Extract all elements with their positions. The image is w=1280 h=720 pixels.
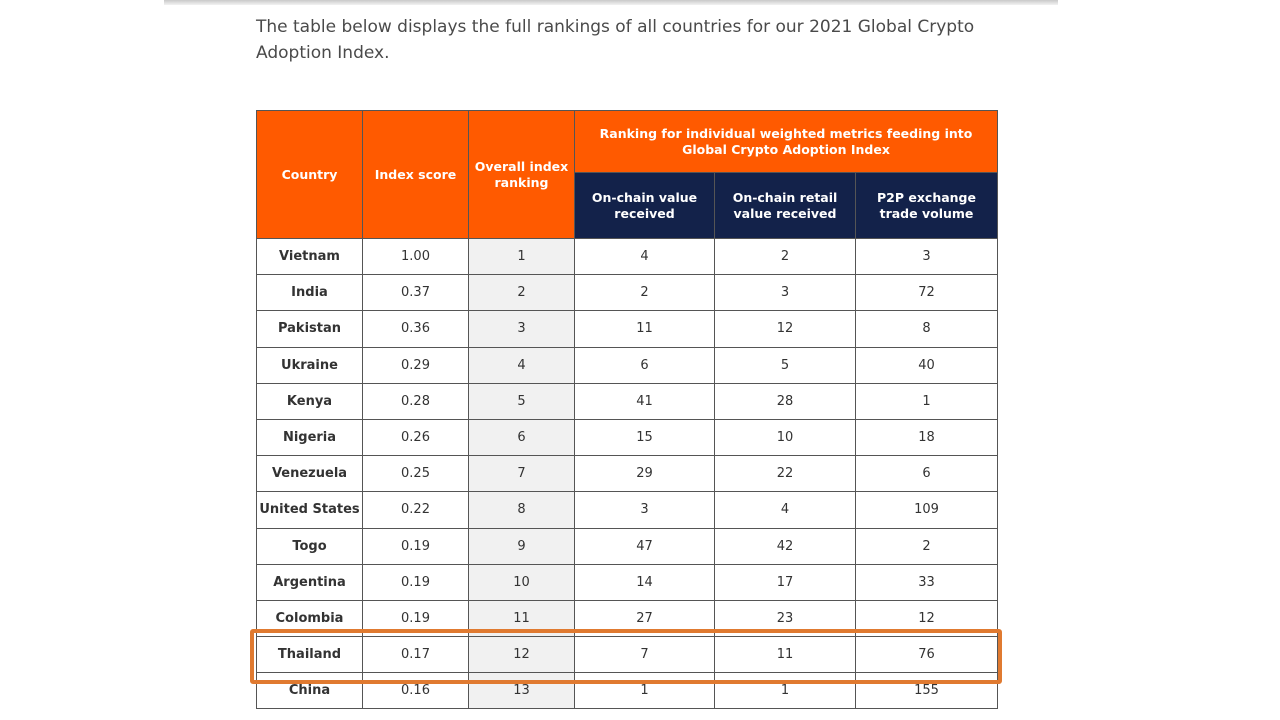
cell-index-score: 0.17	[362, 636, 469, 674]
cell-onchain-retail: 1	[714, 672, 856, 710]
cell-p2p: 109	[855, 491, 998, 529]
cell-overall-ranking: 9	[468, 527, 575, 565]
highlight-box-thailand	[250, 629, 1002, 684]
cell-onchain-value: 41	[574, 382, 715, 420]
cell-index-score: 0.36	[362, 310, 469, 348]
cell-country: Togo	[256, 527, 363, 565]
cell-onchain-retail: 22	[714, 455, 856, 493]
cell-p2p: 2	[855, 527, 998, 565]
cell-overall-ranking: 13	[468, 672, 575, 710]
cell-overall-ranking: 5	[468, 382, 575, 420]
cell-overall-ranking: 10	[468, 563, 575, 601]
cell-onchain-value: 3	[574, 491, 715, 529]
cell-p2p: 155	[855, 672, 998, 710]
table-row: United States 0.22 8 3 4 109	[256, 491, 998, 529]
table-row: Thailand 0.17 12 7 11 76	[256, 636, 998, 674]
cell-onchain-value: 11	[574, 310, 715, 348]
cell-overall-ranking: 6	[468, 418, 575, 457]
cell-index-score: 0.37	[362, 274, 469, 312]
cell-onchain-retail: 28	[714, 382, 856, 420]
cell-country: United States	[256, 491, 363, 529]
cell-onchain-value: 1	[574, 672, 715, 710]
cell-onchain-value: 47	[574, 527, 715, 565]
cell-onchain-retail: 4	[714, 491, 856, 529]
cell-country: Thailand	[256, 636, 363, 674]
cell-index-score: 1.00	[362, 237, 469, 276]
table-row: Vietnam 1.00 1 4 2 3	[256, 237, 998, 276]
cell-p2p: 1	[855, 382, 998, 420]
cell-onchain-value: 29	[574, 455, 715, 493]
cell-onchain-value: 7	[574, 636, 715, 674]
cell-p2p: 72	[855, 274, 998, 312]
cell-p2p: 76	[855, 636, 998, 674]
cell-onchain-retail: 12	[714, 310, 856, 348]
header-metrics-group: Ranking for individual weighted metrics …	[574, 110, 998, 173]
cell-country: Kenya	[256, 382, 363, 420]
header-overall-ranking: Overall index ranking	[468, 110, 575, 239]
header-index-score: Index score	[362, 110, 469, 239]
intro-text: The table below displays the full rankin…	[256, 17, 975, 63]
cell-onchain-value: 4	[574, 237, 715, 276]
cell-index-score: 0.28	[362, 382, 469, 420]
cell-p2p: 40	[855, 346, 998, 384]
table-row: Pakistan 0.36 3 11 12 8	[256, 310, 998, 348]
cell-country: Ukraine	[256, 346, 363, 384]
table-row: Togo 0.19 9 47 42 2	[256, 527, 998, 565]
cell-country: Vietnam	[256, 237, 363, 276]
cell-onchain-retail: 3	[714, 274, 856, 312]
cell-p2p: 8	[855, 310, 998, 348]
cell-overall-ranking: 4	[468, 346, 575, 384]
cell-onchain-retail: 42	[714, 527, 856, 565]
header-country: Country	[256, 110, 363, 239]
header-p2p: P2P exchange trade volume	[855, 172, 998, 239]
cell-onchain-retail: 10	[714, 418, 856, 457]
cell-p2p: 33	[855, 563, 998, 601]
cell-overall-ranking: 12	[468, 636, 575, 674]
cell-country: Venezuela	[256, 455, 363, 493]
cell-onchain-value: 14	[574, 563, 715, 601]
header-onchain-retail: On-chain retail value received	[714, 172, 856, 239]
cell-onchain-retail: 2	[714, 237, 856, 276]
cell-country: China	[256, 672, 363, 710]
table-row: India 0.37 2 2 3 72	[256, 274, 998, 312]
cell-country: Nigeria	[256, 418, 363, 457]
cell-onchain-retail: 5	[714, 346, 856, 384]
cell-p2p: 3	[855, 237, 998, 276]
cell-index-score: 0.19	[362, 563, 469, 601]
table-row: Venezuela 0.25 7 29 22 6	[256, 455, 998, 493]
cell-overall-ranking: 7	[468, 455, 575, 493]
cell-index-score: 0.22	[362, 491, 469, 529]
cell-onchain-retail: 17	[714, 563, 856, 601]
table-row: China 0.16 13 1 1 155	[256, 672, 998, 710]
table-row: Ukraine 0.29 4 6 5 40	[256, 346, 998, 384]
table-row: Kenya 0.28 5 41 28 1	[256, 382, 998, 420]
table-row: Argentina 0.19 10 14 17 33	[256, 563, 998, 601]
cell-overall-ranking: 1	[468, 237, 575, 276]
table-row: Nigeria 0.26 6 15 10 18	[256, 418, 998, 457]
cell-p2p: 6	[855, 455, 998, 493]
cell-index-score: 0.25	[362, 455, 469, 493]
cell-onchain-value: 6	[574, 346, 715, 384]
cell-overall-ranking: 3	[468, 310, 575, 348]
cell-index-score: 0.29	[362, 346, 469, 384]
cell-index-score: 0.26	[362, 418, 469, 457]
cell-p2p: 18	[855, 418, 998, 457]
cell-country: India	[256, 274, 363, 312]
top-shadow-bar	[164, 0, 1058, 5]
cell-overall-ranking: 8	[468, 491, 575, 529]
rankings-table: Country Index score Overall index rankin…	[256, 110, 998, 710]
cell-overall-ranking: 2	[468, 274, 575, 312]
cell-country: Argentina	[256, 563, 363, 601]
cell-onchain-retail: 11	[714, 636, 856, 674]
cell-country: Pakistan	[256, 310, 363, 348]
cell-onchain-value: 2	[574, 274, 715, 312]
cell-index-score: 0.16	[362, 672, 469, 710]
cell-index-score: 0.19	[362, 527, 469, 565]
header-onchain-value: On-chain value received	[574, 172, 715, 239]
cell-onchain-value: 15	[574, 418, 715, 457]
